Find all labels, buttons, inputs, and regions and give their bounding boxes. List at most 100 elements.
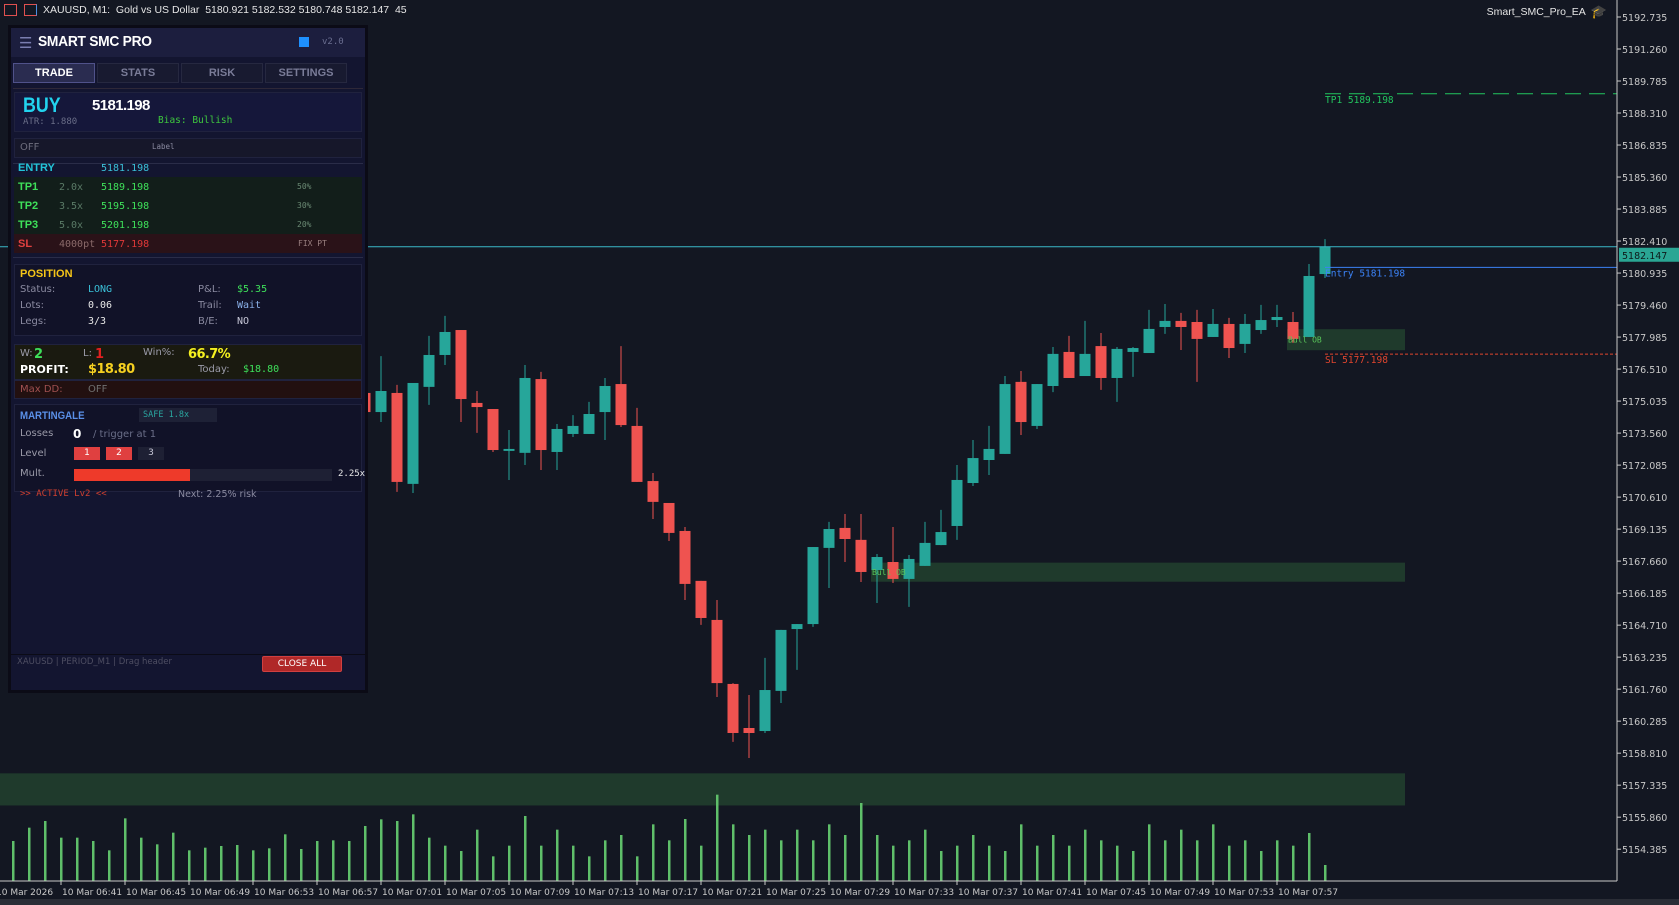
candle-body [679, 530, 691, 584]
level-pct: 30% [297, 201, 312, 210]
level-row-tp3: TP3 5.0x 5201.198 20% [14, 215, 362, 234]
zone-label: Bull OB [1288, 336, 1322, 345]
label-toggle-row[interactable]: OFF Label [14, 138, 362, 158]
martingale-box: MARTINGALE SAFE 1.8x Losses 0 / trigger … [14, 404, 365, 500]
candle-body [535, 379, 547, 451]
volume-bar [300, 849, 303, 881]
candle [743, 695, 755, 758]
candle [583, 401, 595, 434]
volume-bar [188, 850, 191, 881]
level-2-box[interactable]: 2 [106, 447, 132, 460]
footer-info: XAUUSD | PERIOD_M1 | Drag header [17, 657, 172, 667]
tab-trade[interactable]: TRADE [13, 63, 95, 83]
candle [759, 657, 771, 733]
candle [855, 514, 867, 582]
today-value: $18.80 [243, 364, 280, 375]
price-tick-label: 5170.610 [1622, 493, 1667, 504]
tab-stats[interactable]: STATS [97, 63, 179, 83]
volume-bar [828, 824, 831, 881]
candle-body [855, 539, 867, 572]
signal-direction: BUY [23, 94, 61, 117]
level-price: 5201.198 [101, 220, 150, 231]
divider [11, 654, 365, 655]
volume-bar [1244, 840, 1247, 881]
profit-label: PROFIT: [20, 363, 69, 376]
candle [679, 527, 691, 600]
candle-body [727, 683, 739, 733]
candle-body [631, 425, 643, 482]
volume-bar [940, 851, 943, 881]
candle-body [423, 354, 435, 387]
time-tick-label: 10 Mar 07:13 [574, 888, 634, 898]
panel-header[interactable]: ☰ SMART SMC PRO v2.0 [11, 28, 365, 57]
ea-indicator[interactable]: Smart_SMC_Pro_EA 🎓 [1487, 4, 1607, 20]
volume-bar [1164, 840, 1167, 881]
candle-body [839, 527, 851, 539]
candle-body [951, 479, 963, 526]
volume-bar [892, 845, 895, 881]
candle-body [759, 690, 771, 732]
losses-value: 1 [95, 347, 105, 362]
candle-body [999, 384, 1011, 454]
volume-bar [1036, 845, 1039, 881]
level-row-sl: SL 4000pt 5177.198 FIX PT [14, 234, 362, 253]
candle [1063, 335, 1075, 378]
chart-window-icon[interactable] [24, 4, 37, 16]
volume-bar [236, 845, 239, 881]
maxdd-row: Max DD: OFF [14, 380, 362, 399]
candle [1047, 346, 1059, 393]
candle [615, 346, 627, 428]
candle-body [887, 561, 899, 579]
price-tick-label: 5158.810 [1622, 749, 1667, 760]
volume-bar [1148, 824, 1151, 881]
candle [407, 382, 419, 493]
candle-body [711, 619, 723, 684]
chart-list-icon[interactable] [4, 4, 17, 16]
candle-body [871, 557, 883, 571]
candle [823, 521, 835, 589]
volume-bar [668, 840, 671, 881]
volume-bar [1212, 824, 1215, 881]
tab-risk[interactable]: RISK [181, 63, 263, 83]
level-row-entry: ENTRY 5181.198 [14, 158, 362, 177]
candle [1079, 320, 1091, 377]
candle [1159, 303, 1171, 334]
volume-bar [204, 847, 207, 881]
candle-body [967, 458, 979, 484]
order-block-zone [0, 773, 1405, 806]
candle [1015, 371, 1027, 436]
level-mult: 2.0x [59, 182, 84, 193]
candle-body [391, 392, 403, 482]
candle-body [1255, 320, 1267, 331]
price-tick-label: 5179.460 [1622, 301, 1667, 312]
volume-bar [524, 816, 527, 881]
candle [1143, 309, 1155, 354]
menu-icon[interactable]: ☰ [19, 34, 33, 52]
candle-body [615, 384, 627, 426]
volume-bar [220, 846, 223, 881]
level-selector: 1 2 3 [74, 447, 194, 460]
position-box: POSITION Status: LONG Lots: 0.06 Legs: 3… [14, 264, 362, 336]
price-tick-label: 5160.285 [1622, 717, 1667, 728]
price-tick-label: 5176.510 [1622, 365, 1667, 376]
price-tick-label: 5183.885 [1622, 205, 1667, 216]
price-tick-label: 5173.560 [1622, 429, 1667, 440]
candle-body [791, 624, 803, 630]
volume-bar [380, 819, 383, 881]
level-1-box[interactable]: 1 [74, 447, 100, 460]
candle-body [1047, 353, 1059, 387]
volume-bar [444, 845, 447, 881]
candle [1095, 333, 1107, 390]
level-mult: 5.0x [59, 220, 84, 231]
label-state: OFF [20, 142, 40, 153]
tab-settings[interactable]: SETTINGS [265, 63, 347, 83]
candle-body [1271, 317, 1283, 321]
candle [663, 502, 675, 541]
level-3-box[interactable]: 3 [138, 447, 164, 460]
candle [903, 555, 915, 607]
candle [1287, 312, 1299, 344]
candle-body [1191, 321, 1203, 339]
close-all-button[interactable]: CLOSE ALL [262, 656, 342, 672]
status-value: LONG [88, 284, 113, 295]
volume-bar [332, 840, 335, 881]
